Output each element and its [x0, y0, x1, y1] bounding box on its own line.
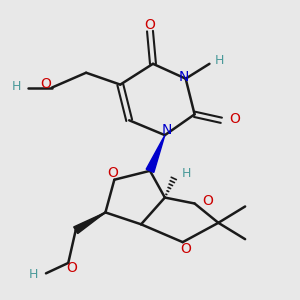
Text: O: O	[230, 112, 241, 126]
Text: H: H	[12, 80, 22, 93]
Polygon shape	[74, 212, 105, 234]
Text: H: H	[182, 167, 191, 180]
Text: O: O	[202, 194, 213, 208]
Text: O: O	[40, 77, 51, 91]
Text: O: O	[107, 166, 118, 180]
Text: H: H	[215, 54, 224, 67]
Polygon shape	[146, 135, 165, 172]
Text: O: O	[145, 18, 155, 32]
Text: N: N	[161, 123, 172, 137]
Text: N: N	[179, 70, 189, 84]
Text: O: O	[66, 261, 77, 275]
Text: O: O	[180, 242, 191, 256]
Text: H: H	[28, 268, 38, 281]
